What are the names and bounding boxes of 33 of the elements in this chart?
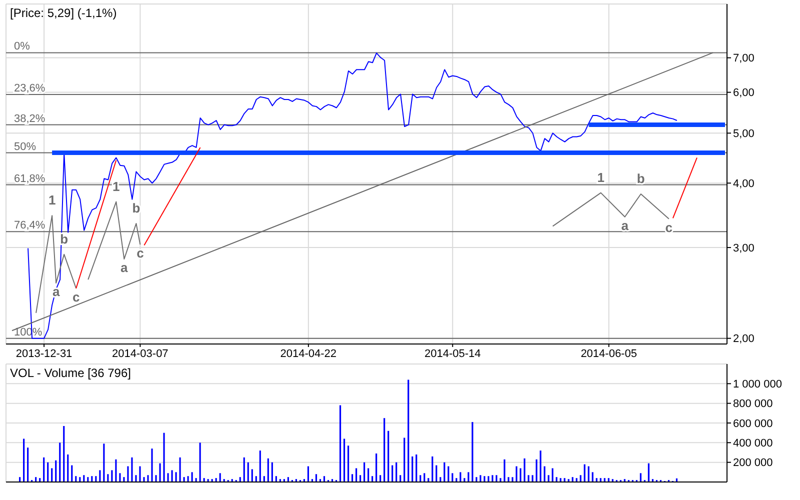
x-tick-label: 2014-03-07 [112,348,168,360]
annotation: a [120,260,129,276]
y-tick-label: 5,00 [733,128,754,140]
chart-title: [Price: 5,29] (-1,1%) [10,6,117,20]
annotation: 0% [14,40,30,53]
annotation: a [621,218,630,233]
x-tick-label: 2014-04-22 [280,348,337,360]
x-tick-label: 2014-05-14 [424,348,481,360]
y-tick-label: 4,00 [733,178,754,190]
y-tick-label: 200 000 [733,457,773,470]
y-tick-label: 800 000 [733,398,773,410]
annotation: c [72,289,80,304]
y-tick-label: 6,00 [733,87,754,100]
x-tick-label: 2014-06-05 [580,348,637,360]
chart-title: VOL - Volume [36 796] [10,366,131,380]
y-tick-label: 3,00 [733,242,754,254]
annotation: b [636,171,645,186]
annotation: 50% [14,140,36,153]
annotation: 76,4% [14,220,46,232]
annotation: b [132,200,140,216]
y-tick-label: 1 000 000 [733,378,782,391]
annotation: 1 [597,170,604,185]
y-tick-label: 2,00 [733,333,754,346]
annotation: 23,6% [14,82,46,95]
x-tick-label: 2013-12-31 [16,348,72,360]
annotation: c [136,246,144,261]
annotation: 61,8% [14,172,46,185]
annotation: 38,2% [14,112,46,125]
y-tick-label: 400 000 [733,438,773,450]
y-tick-label: 7,00 [733,52,754,65]
y-tick-label: 600 000 [733,418,773,430]
annotation: c [665,220,673,235]
annotation: 1 [48,192,56,208]
